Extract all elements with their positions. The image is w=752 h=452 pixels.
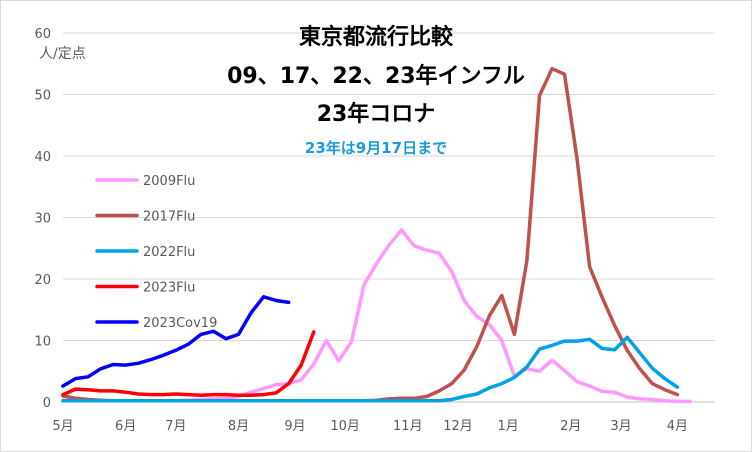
y-tick-label: 20 [34, 273, 51, 288]
x-tick-label: 1月 [497, 419, 518, 434]
y-tick-label: 50 [34, 89, 51, 104]
y-axis-unit-label: 人/定点 [39, 46, 86, 62]
y-tick-label: 60 [34, 27, 51, 42]
x-tick-label: 9月 [284, 419, 305, 434]
y-tick-label: 10 [34, 335, 51, 350]
series-line-2023cov19 [61, 295, 291, 388]
chart-subtitle: 23年は9月17日まで [305, 139, 447, 157]
x-tick-label: 2月 [560, 419, 581, 434]
legend: 2009Flu 2017Flu 2022Flu 2023Flu 2023Cov19 [95, 174, 217, 331]
legend-label: 2017Flu [143, 210, 195, 225]
series-line-2022flu [61, 335, 680, 403]
x-tick-label: 3月 [610, 419, 631, 434]
chart-title-line-3: 23年コロナ [317, 101, 436, 127]
chart-title-line-2: 09、17、22、23年インフル [227, 63, 525, 89]
series-lines [61, 66, 692, 404]
y-tick-label: 30 [34, 212, 51, 227]
series-line-2023flu [61, 330, 316, 397]
x-tick-label: 4月 [667, 419, 688, 434]
x-tick-label: 6月 [115, 419, 136, 434]
x-tick-label: 5月 [52, 419, 73, 434]
legend-label: 2023Cov19 [143, 316, 217, 331]
chart-title-line-1: 東京都流行比較 [299, 24, 454, 50]
gridlines [63, 32, 715, 341]
x-tick-label: 12月 [443, 419, 473, 434]
y-tick-label: 0 [43, 396, 51, 411]
y-tick-label: 40 [34, 150, 51, 165]
x-tick-label: 7月 [165, 419, 186, 434]
x-tick-label: 10月 [330, 419, 360, 434]
legend-label: 2009Flu [143, 174, 195, 189]
legend-label: 2022Flu [143, 245, 195, 260]
legend-label: 2023Flu [143, 281, 195, 296]
x-tick-label: 11月 [393, 419, 423, 434]
x-tick-label: 8月 [228, 419, 249, 434]
